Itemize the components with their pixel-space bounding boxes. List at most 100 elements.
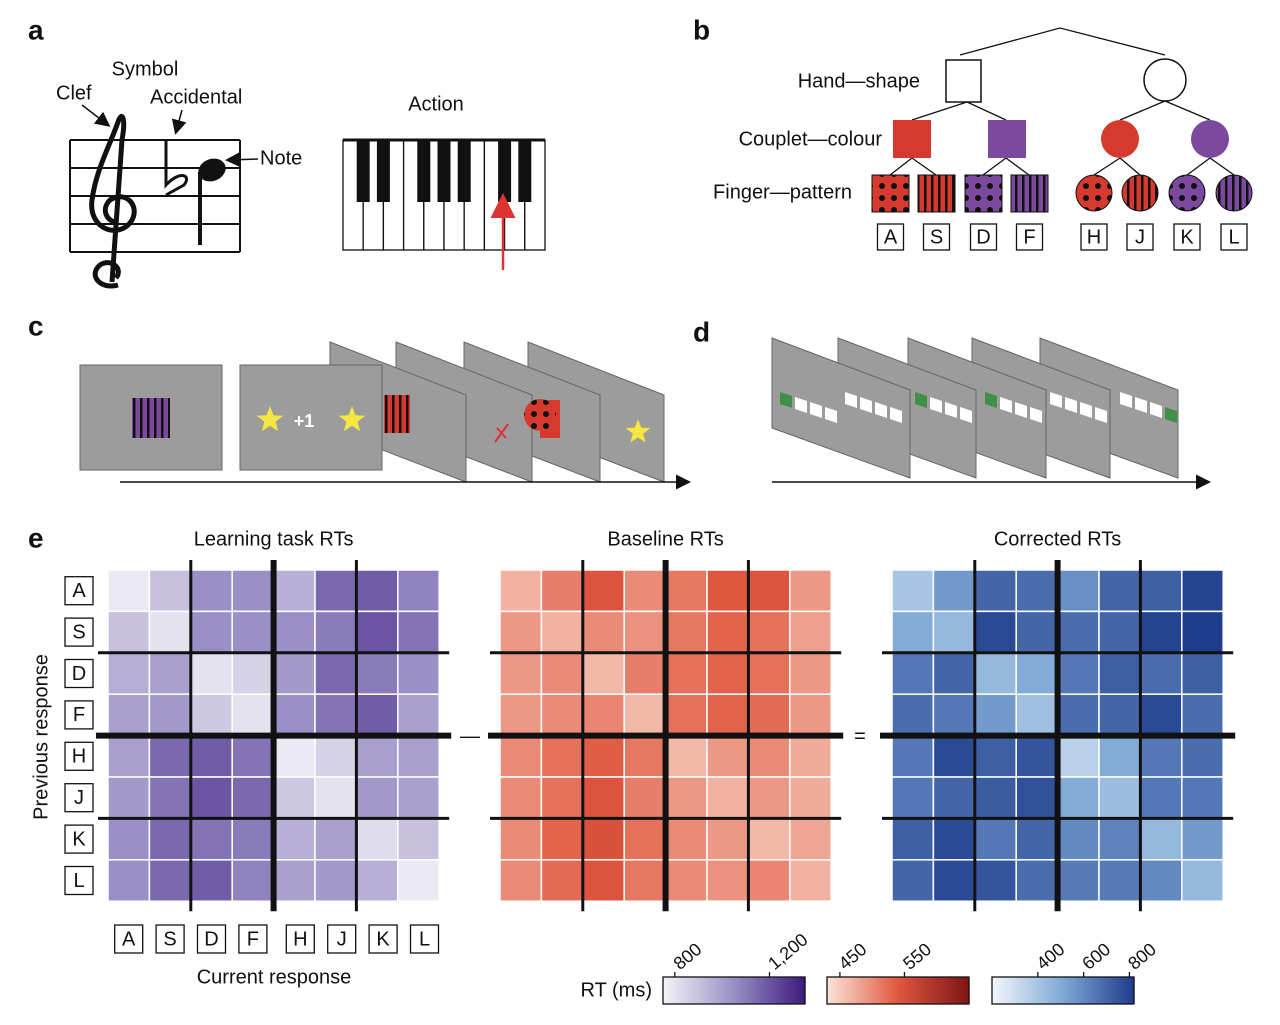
colorbar-step (1052, 977, 1057, 1004)
heatmap-cell (499, 652, 543, 695)
colorbar-step (1080, 977, 1085, 1004)
heatmap-cell (107, 569, 151, 613)
key-box (64, 658, 94, 689)
black-key (437, 140, 451, 202)
heatmap-cell (1181, 817, 1224, 861)
colorbar-tick-label: 1,200 (764, 929, 811, 973)
colorbar-step (837, 977, 842, 1004)
heatmap-cell (747, 693, 791, 737)
key-box (64, 617, 94, 647)
heatmap-cell (1056, 859, 1100, 902)
heatmap-cell (932, 652, 976, 695)
colorbar-step (1009, 977, 1014, 1004)
heatmap-cell (272, 610, 316, 654)
key-box (969, 223, 998, 251)
colorbar-step (1119, 977, 1124, 1004)
heatmap-cell (891, 569, 935, 613)
heatmap-cell (148, 817, 192, 861)
heatmap-cell (540, 817, 584, 861)
heatmap-cell (107, 776, 151, 820)
heatmap-cell (499, 817, 543, 861)
heatmap-cell (314, 610, 358, 654)
colorbar-step (858, 977, 864, 1004)
colorbar-step (1098, 977, 1103, 1004)
heatmap-cell (190, 610, 233, 654)
colorbar-tick-label: 600 (1078, 939, 1114, 974)
colorbar-step (797, 977, 803, 1004)
response-square (845, 392, 857, 408)
heatmap-cell (974, 693, 1017, 737)
colorbar-step (1126, 977, 1132, 1004)
heatmap-cell (355, 693, 399, 737)
heatmap-cell (355, 610, 399, 654)
colorbar-step (841, 977, 846, 1004)
heatmap-cell (272, 652, 316, 695)
heatmap-cell (190, 569, 233, 613)
colorbar-step (1059, 977, 1064, 1004)
key-box (64, 700, 94, 730)
heatmap-cell (314, 817, 358, 861)
key-box (64, 576, 94, 606)
heatmap-cell (397, 776, 440, 820)
heatmap-cell (932, 817, 976, 861)
colorbar-step (1087, 977, 1092, 1004)
star (625, 419, 651, 443)
colorbar-step (1091, 977, 1096, 1004)
level-label: Couplet—colour (739, 128, 883, 150)
heatmap-cell (1056, 817, 1100, 861)
heatmap-cell (148, 734, 192, 778)
colorbar-tick-label: 550 (899, 939, 935, 974)
note-head (198, 158, 226, 182)
stimulus (524, 399, 556, 431)
heatmap-cell (231, 776, 275, 820)
colorbar-tick-label: 800 (1124, 939, 1160, 974)
heatmap-cell (1015, 610, 1059, 654)
heatmap-cell (664, 569, 708, 613)
heatmap-cell (582, 569, 625, 613)
heatmap-cell (747, 610, 791, 654)
colorbar-step (992, 977, 997, 1004)
heatmap-cell (1139, 817, 1183, 861)
row-label: L (73, 870, 84, 892)
heatmap-cell (664, 734, 708, 778)
heatmap-cell (1056, 693, 1100, 737)
colorbar-step (940, 977, 945, 1004)
heatmap-cell (190, 776, 233, 820)
colorbar-step (919, 977, 924, 1004)
colorbar-step (1130, 977, 1135, 1004)
couplet-circle (1101, 120, 1139, 158)
colorbar-step (851, 977, 856, 1004)
heatmap-cell (1139, 693, 1183, 737)
colorbar-step (894, 977, 899, 1004)
row-label: H (72, 746, 86, 768)
heatmap-cell (1098, 859, 1142, 902)
column-label: F (247, 928, 259, 950)
heatmap-cell (397, 610, 440, 654)
colorbar-step (926, 977, 931, 1004)
heatmap-cell (148, 693, 192, 737)
colorbar-step (744, 977, 749, 1004)
heatmap-cell (107, 817, 151, 861)
heatmap-cell (1181, 859, 1224, 902)
panel-label: a (28, 14, 44, 45)
key-label: L (1228, 226, 1239, 248)
heatmap-cell (1015, 652, 1059, 695)
heatmap-cell (107, 652, 151, 695)
heatmap-cell (706, 652, 750, 695)
colorbar-step (794, 977, 799, 1004)
response-square (795, 397, 807, 413)
shape (959, 27, 1166, 56)
colorbar-step (961, 977, 967, 1004)
heatmap-cell (1139, 610, 1183, 654)
colorbar-step (709, 977, 714, 1004)
heatmap-cell (272, 569, 316, 613)
heatmap-cell (1181, 776, 1224, 820)
row-label: S (72, 621, 85, 643)
colorbar-tick-label: 450 (835, 939, 871, 974)
colorbar-step (929, 977, 935, 1004)
key-label: F (1023, 226, 1035, 248)
colorbar-step (922, 977, 927, 1004)
key-label: D (976, 226, 990, 248)
colorbar-step (712, 977, 717, 1004)
